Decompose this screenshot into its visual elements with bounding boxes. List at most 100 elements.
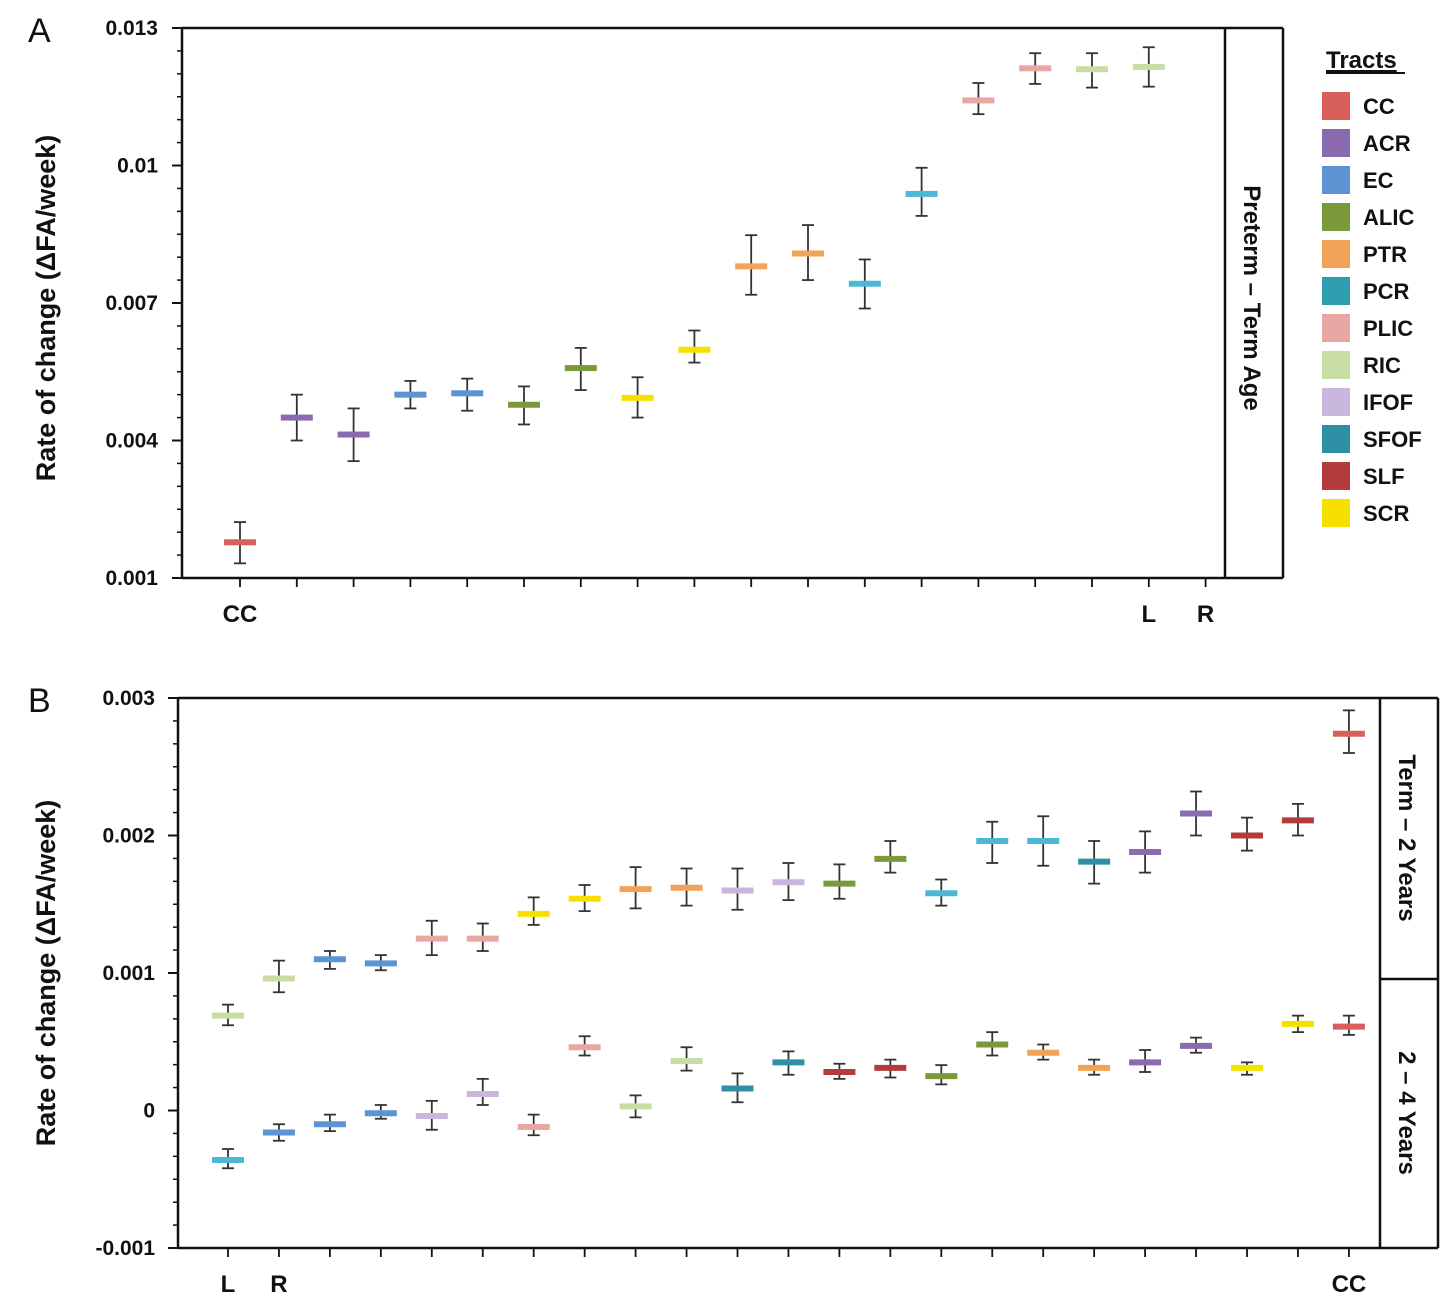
panel-a-mean-marker [508,401,540,408]
panel-a-mean-marker [1132,63,1165,70]
legend-label-cc: CC [1363,94,1395,119]
panel-a-data-point [678,329,711,364]
legend-label-scr: SCR [1363,501,1410,526]
panel-b-series-1-mean-marker [823,880,856,887]
legend-label-slf: SLF [1363,464,1405,489]
panel-b-series-1-data-point [212,1003,244,1027]
legend-label-ifof: IFOF [1363,390,1413,415]
panel-b-series-2-data-point [262,1123,295,1142]
panel-b-series-2-data-point [874,1058,907,1079]
panel-b-category-labels: L R CC [221,1271,1367,1298]
panel-b-series-2-mean-marker [619,1103,652,1110]
panel-b-series-1-data-point [262,959,295,994]
panel-a-mean-marker [394,391,427,398]
panel-b-series-1-mean-marker [925,890,958,897]
panel-a-mean-marker [280,414,313,421]
panel-b-category-label: R [270,1271,287,1298]
panel-b-y-tick-label: 0.003 [102,687,155,710]
panel-a-data-point [735,234,768,296]
legend-label-alic: ALIC [1363,205,1414,230]
panel-b-series-1-mean-marker [212,1012,244,1019]
panel-a-data-point [1076,52,1108,89]
panel-b-series-2-mean-marker [517,1124,550,1130]
panel-a-mean-marker [735,263,768,270]
panel-b-series-2-mean-marker [721,1085,754,1092]
legend-swatch-ifof [1322,388,1350,416]
legend-swatch-ptr [1322,240,1350,268]
panel-b-series-1-data-point [364,954,397,972]
panel-a-y-tick-label: 0.007 [105,292,158,315]
panel-a-points [224,46,1165,565]
panel-a-mean-marker [451,390,484,397]
panel-b-series-1-mean-marker [1129,849,1162,855]
panel-a-letter: A [28,12,51,50]
panel-b-series-1-mean-marker [721,887,754,894]
panel-b-series-2-mean-marker [212,1157,244,1163]
panel-b: B Rate of change (ΔFA/week) Term – 2 Yea… [28,682,1440,1298]
panel-b-series-1-mean-marker [976,838,1009,844]
panel-b-series-1-mean-marker [415,935,448,942]
panel-b-y-tick-label: 0.001 [102,962,155,985]
panel-b-series-2-mean-marker [1180,1042,1213,1049]
legend-swatch-alic [1322,203,1350,231]
legend-label-pcr: PCR [1363,279,1410,304]
panel-a-category-label: CC [223,601,258,628]
panel-a-y-tick-label: 0.004 [105,430,158,453]
panel-a-mean-marker [621,394,654,401]
panel-b-series-2-data-point [1027,1043,1060,1061]
panel-b-series-1-mean-marker [670,884,703,891]
panel-b-series-2-data-point [517,1113,550,1137]
panel-b-series-1-data-point [925,878,958,907]
panel-b-series-1-data-point [976,820,1009,864]
panel-b-series-1-mean-marker [364,960,397,967]
panel-b-series-1-data-point [1281,802,1314,837]
panel-b-series-1-data-point [823,863,856,900]
panel-b-strip-label-1: Term – 2 Years [1393,754,1420,921]
legend-swatch-cc [1322,92,1350,120]
panel-b-series-1-mean-marker [619,886,652,893]
panel-b-series-2-mean-marker [823,1069,856,1075]
panel-b-series-2-data-point [925,1064,958,1086]
panel-b-series-1-mean-marker [517,910,550,917]
panel-b-series-1-mean-marker [1332,730,1365,737]
panel-a-data-point [962,82,995,116]
panel-b-category-label: L [221,1271,236,1298]
panel-b-x-ticks [227,1248,1350,1257]
panel-b-series-2-data-point [1231,1061,1263,1076]
panel-b-series-2-mean-marker [262,1129,295,1136]
panel-b-series-1-data-point [1078,840,1111,885]
panel-a-category-labels: CC L R [223,601,1215,628]
panel-b-series-2-data-point [1281,1014,1314,1034]
panel-b-series-1-mean-marker [313,956,346,963]
panel-a-data-point [1019,52,1052,85]
panel-a-y-tick-label: 0.01 [117,155,158,178]
panel-b-series-1-data-point [415,919,448,957]
panel-b-ylabel: Rate of change (ΔFA/week) [31,800,61,1146]
panel-b-series-2-data-point [1180,1036,1213,1054]
panel-b-series-1-mean-marker [1281,817,1314,824]
panel-a-data-point [621,376,654,419]
panel-b-series-1-data-point [874,840,907,874]
panel-b-series-2-mean-marker [925,1073,958,1080]
panel-b-series-2-mean-marker [1129,1059,1162,1066]
legend-swatch-ric [1322,351,1350,379]
panel-b-series-1-data-point [619,866,652,910]
legend: Tracts CC ACR EC ALIC PTR PCR PLIC RIC IFOF SFOF S… [1322,47,1422,527]
panel-b-series-1-data-point [772,862,805,902]
panel-b-series-1-mean-marker [466,935,499,942]
panel-a-data-point [1132,46,1165,88]
panel-a-mean-marker [962,97,995,104]
panel-a-mean-marker [1019,65,1052,72]
panel-b-y-tick-label: 0 [143,1100,155,1123]
legend-label-ec: EC [1363,168,1394,193]
panel-b-series-1-mean-marker [262,975,295,982]
panel-a-category-label: R [1197,601,1214,628]
panel-a-data-point [394,380,427,410]
legend-title: Tracts [1326,47,1397,74]
panel-b-series-2-data-point [568,1035,601,1057]
panel-b-series-1-data-point [568,884,601,913]
panel-b-series-2-data-point [670,1046,703,1072]
panel-a-mean-marker [678,346,711,353]
panel-b-series-2-data-point [823,1062,856,1080]
